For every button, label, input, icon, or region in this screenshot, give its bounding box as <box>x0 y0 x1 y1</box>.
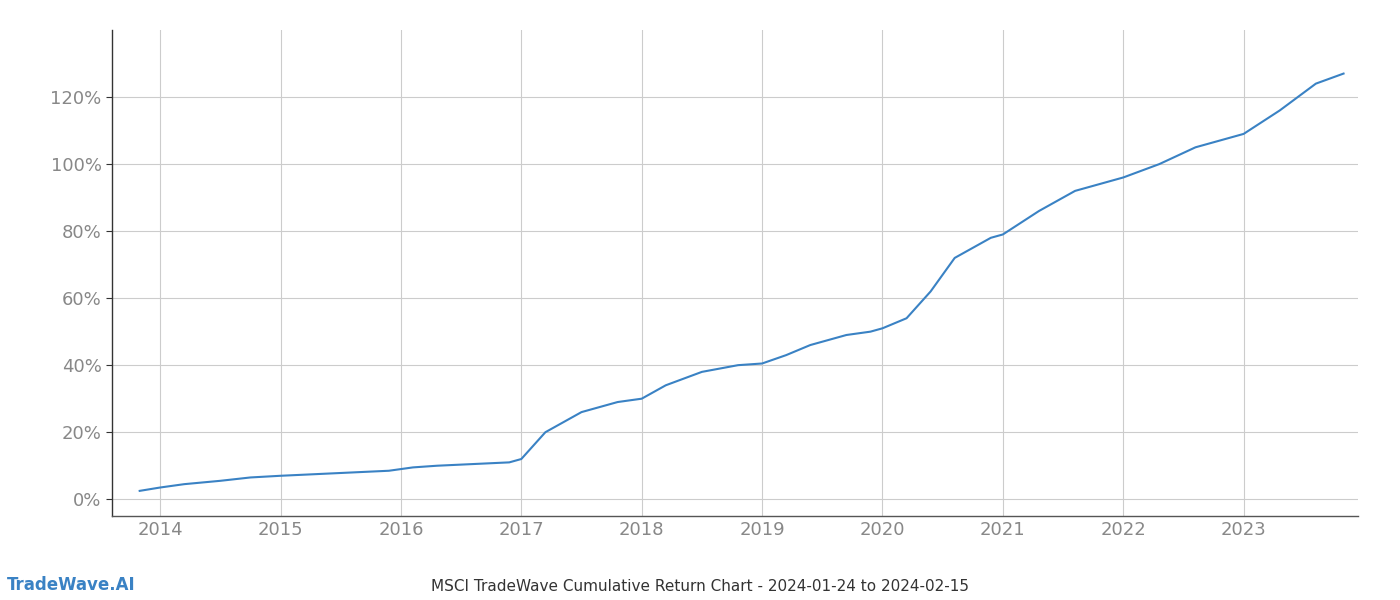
Text: MSCI TradeWave Cumulative Return Chart - 2024-01-24 to 2024-02-15: MSCI TradeWave Cumulative Return Chart -… <box>431 579 969 594</box>
Text: TradeWave.AI: TradeWave.AI <box>7 576 136 594</box>
